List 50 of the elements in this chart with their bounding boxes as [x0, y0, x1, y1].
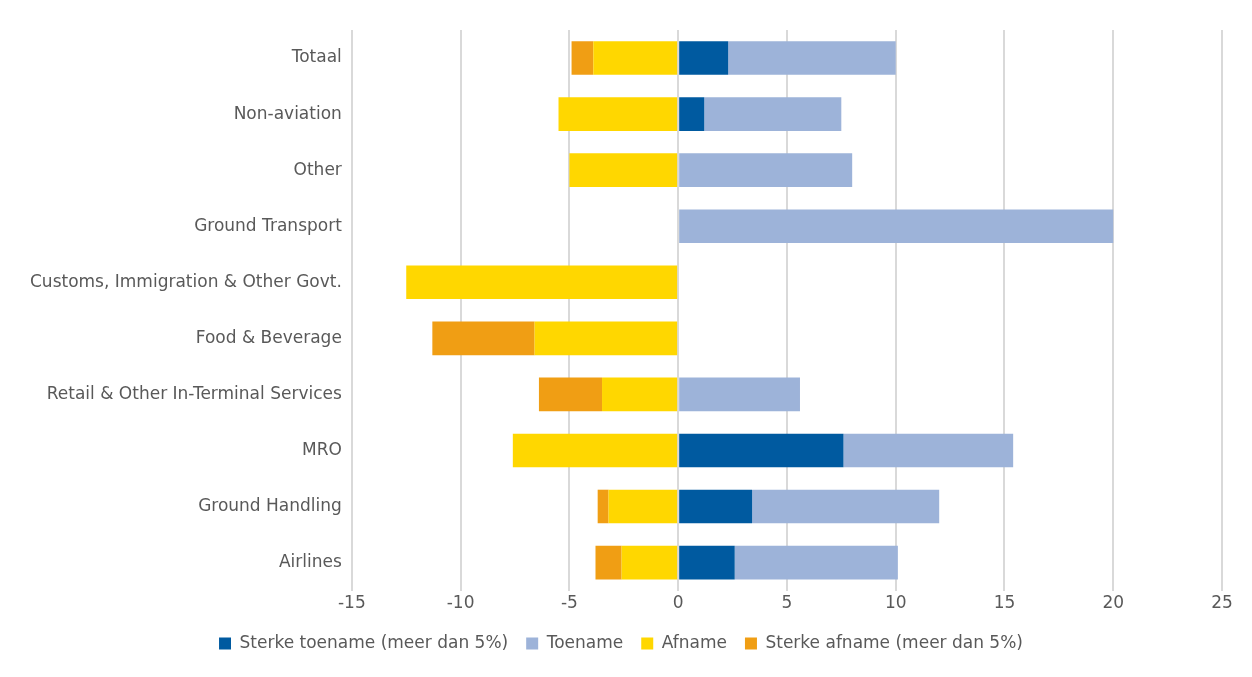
y-tick-label: Totaal	[290, 46, 342, 67]
bar	[679, 97, 705, 131]
x-tick-label: -10	[446, 592, 475, 613]
x-tick-label: 10	[884, 592, 907, 613]
bar	[558, 97, 678, 131]
bar	[569, 153, 678, 187]
y-tick-label: Non-aviation	[233, 102, 342, 123]
y-tick-label: Retail & Other In-Terminal Services	[46, 382, 342, 403]
legend-label: Sterke toename (meer dan 5%)	[239, 631, 509, 652]
bar	[534, 321, 678, 356]
bar	[679, 489, 753, 524]
bar	[621, 545, 678, 580]
x-tick-label: 5	[781, 592, 793, 613]
x-tick-label: 0	[672, 592, 684, 613]
bar	[571, 41, 594, 75]
bar	[679, 377, 800, 412]
bar	[593, 41, 678, 75]
x-tick-label: 20	[1102, 592, 1125, 613]
bar	[432, 321, 535, 356]
bar	[538, 377, 603, 412]
legend-label: Toename	[545, 631, 624, 652]
bar	[679, 209, 1114, 244]
y-tick-label: MRO	[301, 438, 342, 459]
bar	[679, 41, 729, 75]
bar	[597, 489, 609, 524]
bar	[728, 41, 896, 75]
x-tick-label: 25	[1211, 592, 1233, 613]
bar	[679, 433, 844, 468]
bar	[512, 433, 678, 468]
bar	[704, 97, 842, 131]
legend-label: Afname	[661, 631, 727, 652]
y-tick-label: Ground Handling	[198, 494, 342, 515]
bar	[608, 489, 678, 524]
legend-label: Sterke afname (meer dan 5%)	[765, 631, 1023, 652]
x-tick-label: -15	[337, 592, 366, 613]
bar	[679, 545, 735, 580]
y-tick-label: Customs, Immigration & Other Govt.	[29, 270, 342, 291]
x-tick-label: -5	[560, 592, 578, 613]
y-tick-label: Food & Beverage	[195, 326, 342, 347]
bar	[595, 545, 622, 580]
bar	[406, 265, 678, 300]
y-tick-label: Airlines	[278, 550, 342, 571]
y-tick-label: Ground Transport	[194, 214, 343, 235]
bar	[843, 433, 1014, 468]
bar	[734, 545, 898, 580]
bar	[602, 377, 678, 412]
bar	[752, 489, 940, 524]
x-tick-label: 15	[993, 592, 1016, 613]
bar	[679, 153, 853, 187]
y-tick-label: Other	[293, 158, 342, 179]
